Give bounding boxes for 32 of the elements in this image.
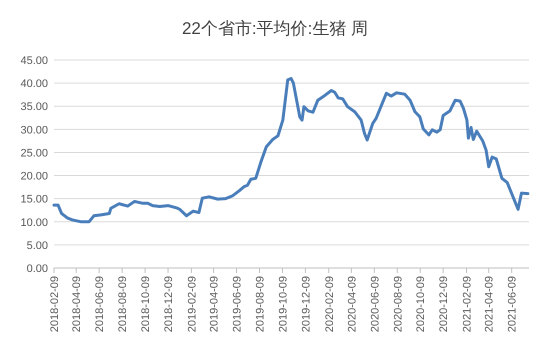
x-tick-label: 2020-06-09	[369, 276, 382, 332]
x-tick-label: 2021-04-09	[484, 276, 496, 332]
x-tick-label: 2019-10-09	[277, 276, 290, 332]
title: 22个省市:平均价:生猪 周	[182, 19, 368, 38]
y-tick-label: 10.00	[20, 216, 48, 229]
y-tick-label: 35.00	[20, 101, 48, 114]
y-tick-label: 30.00	[20, 124, 48, 136]
x-tick-label: 2018-02-09	[49, 276, 61, 332]
x-tick-label: 2018-04-09	[71, 276, 84, 332]
y-tick-label: 40.00	[20, 78, 48, 90]
y-tick-label: 25.00	[20, 147, 48, 160]
x-tick-label: 2021-06-09	[506, 276, 519, 332]
x-tick-label: 2020-08-09	[392, 276, 404, 332]
y-tick-label: 0.00	[26, 263, 48, 275]
x-tick-label: 2018-08-09	[117, 276, 130, 332]
x-tick-label: 2019-02-09	[186, 276, 198, 332]
x-tick-label: 2018-06-09	[94, 276, 106, 332]
x-tick-label: 2019-12-09	[300, 276, 312, 332]
x-tick-label: 2018-12-09	[163, 276, 176, 332]
x-tick-label: 2019-04-09	[208, 276, 221, 332]
x-tick-label: 2018-10-09	[140, 276, 152, 332]
x-tick-label: 2020-02-09	[324, 276, 336, 332]
y-tick-label: 15.00	[20, 194, 48, 206]
x-tick-label: 2020-12-09	[438, 276, 450, 332]
x-tick-label: 2019-06-09	[232, 276, 244, 332]
x-tick-label: 2021-02-09	[462, 276, 474, 332]
x-tick-label: 2020-04-09	[346, 276, 358, 332]
x-tick-label: 2020-10-09	[415, 276, 428, 332]
x-tick-label: 2019-08-09	[254, 276, 267, 332]
y-tick-label: 20.00	[20, 170, 48, 183]
y-tick-label: 5.00	[26, 240, 48, 252]
y-tick-label: 45.00	[20, 55, 48, 67]
